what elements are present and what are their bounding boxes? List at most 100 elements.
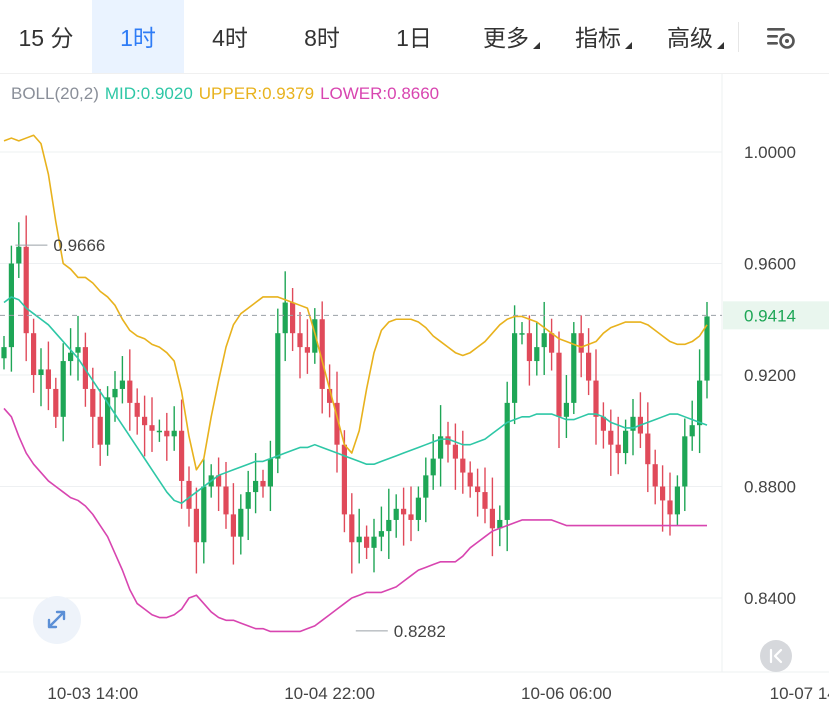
tab-label: 1日 bbox=[396, 25, 432, 51]
candle-body bbox=[16, 246, 22, 264]
candle-body bbox=[38, 369, 44, 375]
x-tick-label: 10-07 14 bbox=[770, 684, 829, 703]
boll-line-upper bbox=[3, 134, 708, 471]
x-tick-label: 10-06 06:00 bbox=[521, 684, 612, 703]
candle-body bbox=[430, 458, 436, 476]
candle-body bbox=[245, 492, 251, 509]
candle-body bbox=[667, 500, 673, 515]
tab-label: 4时 bbox=[212, 25, 248, 51]
candle-body bbox=[171, 430, 177, 437]
candle-body bbox=[608, 430, 614, 445]
candle-body bbox=[408, 514, 414, 520]
tab-label: 指标 bbox=[575, 25, 621, 51]
candle-body bbox=[445, 436, 451, 445]
candle-body bbox=[704, 316, 710, 381]
dropdown-caret-icon bbox=[717, 42, 724, 49]
timeframe-toolbar: 15 分 1时 4时 8时 1日 更多 指标 高级 bbox=[0, 0, 829, 74]
candle-body bbox=[600, 416, 606, 431]
boll-name: BOLL(20,2) bbox=[11, 84, 99, 103]
candle-body bbox=[238, 508, 244, 537]
candle-body bbox=[282, 302, 288, 334]
tab-7[interactable]: 高级 bbox=[644, 0, 736, 74]
candle-body bbox=[652, 464, 658, 487]
y-tick-label: 1.0000 bbox=[744, 143, 796, 162]
candle-body bbox=[297, 333, 303, 348]
candle-body bbox=[519, 333, 525, 335]
scroll-to-latest-icon[interactable] bbox=[760, 640, 792, 672]
candle-body bbox=[697, 380, 703, 426]
boll-mid: MID:0.9020 bbox=[104, 84, 193, 103]
y-tick-label: 0.8400 bbox=[744, 589, 796, 608]
tab-6[interactable]: 指标 bbox=[552, 0, 644, 74]
candle-body bbox=[75, 347, 81, 353]
candle-body bbox=[438, 436, 444, 459]
candle-body bbox=[105, 397, 111, 445]
candle-body bbox=[423, 475, 429, 498]
candle-body bbox=[415, 497, 421, 520]
candle-body bbox=[290, 302, 296, 334]
tab-label: 8时 bbox=[304, 25, 340, 51]
tab-3[interactable]: 8时 bbox=[276, 0, 368, 74]
candle-body bbox=[201, 486, 207, 543]
candle-body bbox=[97, 416, 103, 445]
candlestick-chart[interactable]: 1.0000 0.9600 0.9200 0.8800 0.8400 10-03 14:0… bbox=[0, 74, 829, 704]
candle-body bbox=[497, 519, 503, 529]
candle-body bbox=[319, 319, 325, 389]
candle-body bbox=[119, 380, 125, 389]
candle-body bbox=[674, 486, 680, 515]
candle-body bbox=[393, 508, 399, 520]
candle-body bbox=[630, 416, 636, 431]
candle-body bbox=[645, 433, 651, 465]
candle-body bbox=[60, 361, 66, 417]
candle-body bbox=[593, 380, 599, 417]
candle-body bbox=[356, 536, 362, 543]
tab-4[interactable]: 1日 bbox=[368, 0, 460, 74]
tab-0[interactable]: 15 分 bbox=[0, 0, 92, 74]
tab-label: 15 分 bbox=[18, 25, 74, 51]
candle-body bbox=[460, 458, 466, 473]
candle-body bbox=[364, 536, 370, 548]
candle-body bbox=[475, 486, 481, 493]
candle-body bbox=[378, 531, 384, 537]
candle-body bbox=[586, 352, 592, 381]
boll-line-lower bbox=[3, 407, 707, 633]
candle-body bbox=[223, 486, 229, 515]
candle-body bbox=[556, 352, 562, 417]
candle-body bbox=[193, 508, 199, 543]
candle-body bbox=[689, 425, 695, 437]
tab-5[interactable]: 更多 bbox=[460, 0, 552, 74]
tab-1[interactable]: 1时 bbox=[92, 0, 184, 74]
high-annotation: 0.9666 bbox=[53, 236, 105, 255]
candle-body bbox=[534, 347, 540, 362]
candle-body bbox=[482, 492, 488, 509]
chart-settings-icon[interactable] bbox=[764, 22, 798, 52]
candle-body bbox=[682, 436, 688, 487]
candle-body bbox=[253, 480, 259, 493]
candle-body bbox=[260, 480, 266, 487]
tab-2[interactable]: 4时 bbox=[184, 0, 276, 74]
candle-body bbox=[467, 472, 473, 487]
candle-body bbox=[512, 333, 518, 403]
expand-icon[interactable] bbox=[33, 596, 81, 644]
candle-body bbox=[660, 486, 666, 501]
candle-body bbox=[452, 444, 458, 459]
y-tick-label: 0.8800 bbox=[744, 478, 796, 497]
x-tick-label: 10-04 22:00 bbox=[284, 684, 375, 703]
toolbar-divider bbox=[0, 73, 829, 74]
y-tick-label: 0.9200 bbox=[744, 366, 796, 385]
candle-body bbox=[112, 388, 118, 398]
candle-body bbox=[31, 333, 37, 375]
candle-body bbox=[571, 333, 577, 403]
candle-body bbox=[304, 347, 310, 353]
candle-body bbox=[45, 369, 51, 389]
candle-body bbox=[615, 444, 621, 454]
candle-body bbox=[341, 444, 347, 515]
candle-body bbox=[216, 475, 222, 487]
candle-body bbox=[386, 519, 392, 532]
candle-body bbox=[578, 333, 584, 353]
boll-lower: LOWER:0.8660 bbox=[320, 84, 440, 103]
candle-body bbox=[164, 430, 170, 437]
boll-line-mid bbox=[3, 296, 708, 505]
candle-body bbox=[327, 388, 333, 403]
candle-body bbox=[68, 352, 74, 362]
